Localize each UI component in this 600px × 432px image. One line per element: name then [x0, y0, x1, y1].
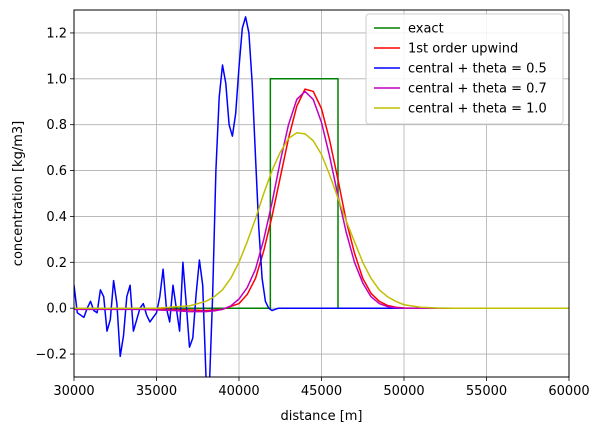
legend-box [365, 13, 564, 125]
legend-entry-3: central + theta = 0.7 [408, 82, 547, 97]
series-line-3 [74, 90, 569, 313]
x-tick-label: 35000 [136, 384, 177, 399]
x-tick-label: 40000 [218, 384, 259, 399]
x-tick-label: 30000 [53, 384, 94, 399]
y-axis-label: concentration [kg/m3] [11, 121, 26, 266]
axis-ticks: 30000 35000 40000 45000 50000 55000 60000 −0.2 0… [35, 26, 589, 399]
legend-entry-4: central + theta = 1.0 [408, 102, 547, 117]
legend: exact 1st order upwind central + theta = 0… [365, 13, 564, 125]
y-tick-label: 0.0 [46, 302, 67, 317]
legend-entry-2: central + theta = 0.5 [408, 62, 547, 77]
legend-entry-0: exact [408, 22, 444, 37]
legend-entry-1: 1st order upwind [408, 42, 518, 57]
y-tick-label: 0.6 [46, 164, 67, 179]
y-tick-label: 0.4 [46, 210, 67, 225]
x-tick-label: 45000 [301, 384, 342, 399]
y-tick-label: −0.2 [35, 348, 67, 363]
series-line-1 [74, 88, 569, 312]
series-lines [74, 16, 569, 377]
y-tick-label: 1.2 [46, 26, 67, 41]
y-tick-label: 0.8 [46, 118, 67, 133]
x-tick-label: 60000 [548, 384, 589, 399]
x-axis-label: distance [m] [280, 409, 362, 424]
y-tick-label: 0.2 [46, 256, 67, 271]
series-line-2 [74, 16, 569, 377]
x-tick-label: 55000 [466, 384, 507, 399]
series-line-4 [74, 131, 569, 309]
y-tick-label: 1.0 [46, 72, 67, 87]
x-tick-label: 50000 [383, 384, 424, 399]
